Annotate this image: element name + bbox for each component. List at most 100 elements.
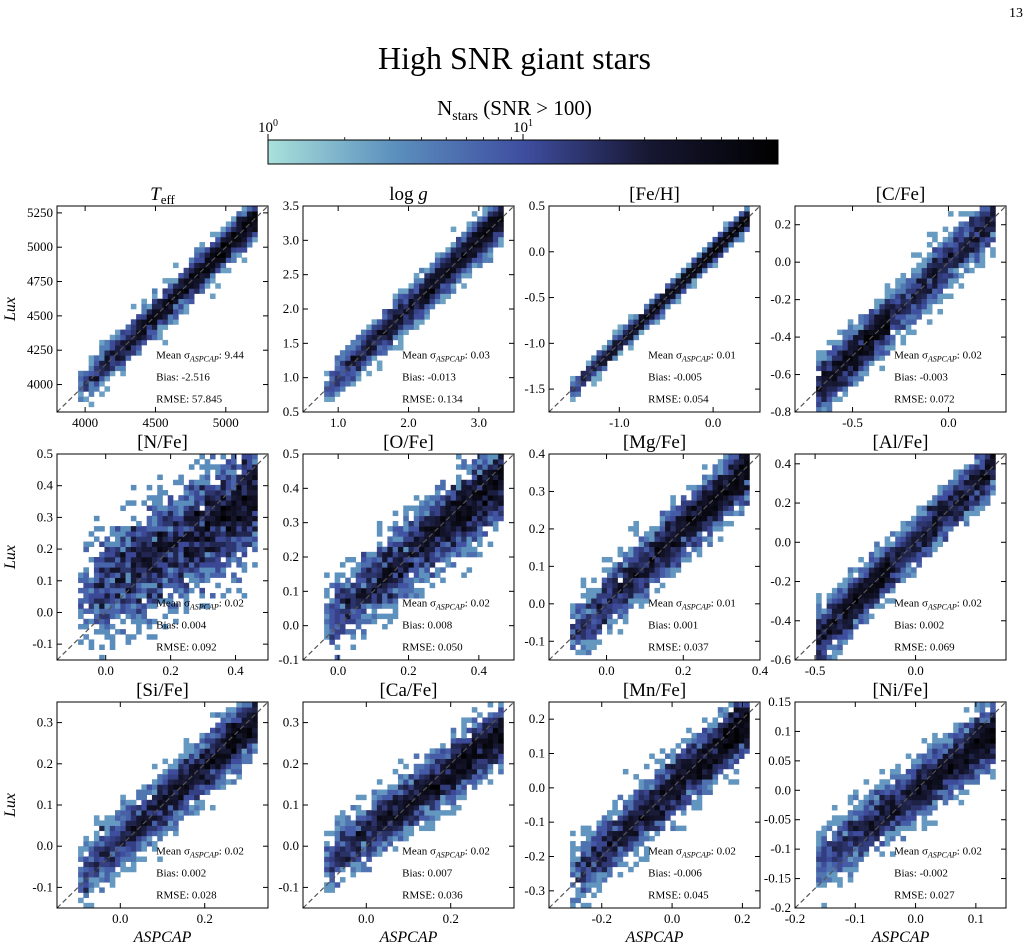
density-cell — [670, 536, 676, 542]
density-cell — [151, 293, 158, 299]
density-cell — [879, 339, 885, 346]
density-cell — [570, 856, 576, 862]
density-cell — [932, 236, 938, 243]
density-cell — [733, 727, 740, 734]
density-cell — [670, 546, 676, 553]
density-cell — [498, 743, 504, 749]
density-cell — [696, 732, 703, 739]
density-cell — [643, 846, 650, 852]
density-cell — [130, 319, 137, 325]
density-cell — [419, 593, 425, 599]
density-cell — [969, 267, 975, 274]
density-cell — [717, 520, 724, 527]
density-cell — [826, 644, 833, 650]
density-cell — [670, 278, 676, 284]
density-cell — [408, 820, 415, 826]
density-cell — [969, 490, 975, 496]
density-cell — [926, 505, 933, 511]
density-cell — [842, 391, 849, 397]
density-cell — [241, 727, 248, 734]
density-cell — [445, 536, 452, 542]
density-cell — [707, 510, 713, 517]
density-cell — [387, 526, 393, 532]
density-cell — [863, 360, 870, 366]
density-cell — [707, 520, 713, 527]
density-cell — [236, 707, 242, 713]
density-cell — [974, 236, 980, 243]
density-cell — [199, 546, 206, 553]
density-cell — [157, 551, 163, 558]
density-cell — [717, 236, 724, 243]
density-cell — [382, 345, 388, 351]
density-cell — [842, 381, 849, 387]
density-cell — [680, 283, 687, 289]
density-cell — [104, 846, 111, 852]
density-cell — [628, 587, 634, 594]
density-cell — [199, 474, 206, 481]
density-cell — [701, 768, 708, 775]
density-cell — [151, 495, 158, 501]
density-cell — [958, 272, 965, 279]
density-cell — [816, 654, 822, 661]
density-cell — [947, 242, 954, 248]
density-cell — [408, 593, 415, 599]
density-cell — [376, 350, 383, 356]
density-cell — [78, 897, 84, 904]
density-cell — [654, 546, 661, 553]
density-cell — [403, 763, 409, 770]
density-cell — [183, 758, 190, 765]
density-cell — [596, 355, 603, 361]
density-cell — [204, 789, 211, 795]
density-cell — [596, 639, 603, 645]
density-cell — [455, 774, 462, 780]
density-cell — [744, 206, 750, 212]
density-cell — [429, 500, 436, 506]
density-cell — [173, 500, 179, 506]
panel-title: [Al/Fe] — [873, 432, 929, 453]
density-cell — [498, 732, 504, 739]
density-cell — [115, 360, 121, 366]
density-cell — [911, 557, 917, 563]
density-cell — [942, 484, 949, 491]
density-cell — [440, 753, 446, 759]
density-cell — [209, 557, 216, 563]
density-cell — [167, 293, 174, 299]
density-cell — [953, 236, 959, 243]
density-cell — [220, 717, 227, 723]
density-cell — [413, 587, 420, 594]
density-cell — [236, 722, 242, 729]
density-cell — [831, 623, 838, 630]
density-cell — [130, 345, 137, 351]
density-cell — [738, 702, 745, 708]
density-cell — [617, 820, 624, 826]
density-cell — [231, 231, 237, 238]
density-cell — [225, 722, 232, 729]
density-cell — [199, 541, 206, 547]
density-cell — [252, 748, 258, 754]
density-cell — [115, 608, 121, 614]
density-cell — [83, 598, 89, 604]
density-cell — [225, 753, 232, 759]
density-cell — [744, 484, 750, 491]
density-cell — [146, 526, 153, 532]
density-cell — [419, 567, 425, 573]
density-cell — [601, 861, 608, 868]
density-cell — [492, 479, 499, 486]
density-cell — [429, 267, 436, 274]
density-cell — [209, 743, 216, 749]
density-cell — [638, 572, 645, 578]
density-cell — [953, 520, 959, 527]
density-cell — [585, 629, 592, 635]
density-cell — [670, 567, 676, 573]
density-cell — [225, 231, 232, 238]
density-cell — [355, 856, 362, 862]
density-cell — [466, 526, 473, 532]
density-cell — [826, 396, 833, 402]
density-cell — [209, 515, 216, 522]
density-cell — [350, 846, 357, 852]
density-cell — [236, 479, 242, 486]
density-cell — [125, 639, 132, 645]
density-cell — [570, 851, 576, 857]
density-cell — [990, 454, 996, 460]
density-cell — [477, 526, 483, 532]
